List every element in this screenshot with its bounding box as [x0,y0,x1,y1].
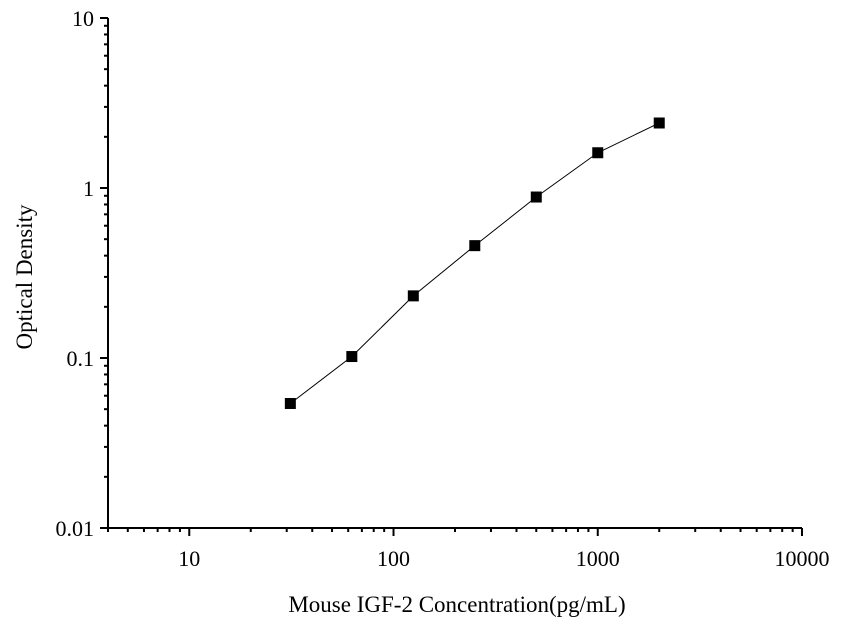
data-point [469,240,481,252]
x-tick-label: 10000 [775,546,830,571]
x-tick-label: 1000 [576,546,620,571]
y-tick-label: 1 [83,176,94,201]
data-point [653,117,665,129]
x-tick-labels: 10 100 1000 10000 [178,546,829,571]
data-markers [284,117,665,409]
data-point [346,351,358,363]
data-point [407,290,419,302]
data-point [530,191,542,203]
y-axis-title: Optical Density [12,204,37,349]
x-ticks [107,528,803,536]
y-tick-label: 0.1 [67,346,95,371]
y-tick-label: 10 [72,6,94,31]
x-axis-title: Mouse IGF-2 Concentration(pg/mL) [288,592,625,617]
y-tick-label: 0.01 [56,516,95,541]
data-point [284,397,296,409]
plot-area: 10 100 1000 10000 0.01 0.1 1 10 [56,6,830,571]
data-point [592,147,604,159]
series-line [290,122,660,404]
y-ticks [100,17,108,529]
x-tick-label: 100 [377,546,410,571]
y-tick-labels: 0.01 0.1 1 10 [56,6,95,541]
x-tick-label: 10 [178,546,200,571]
